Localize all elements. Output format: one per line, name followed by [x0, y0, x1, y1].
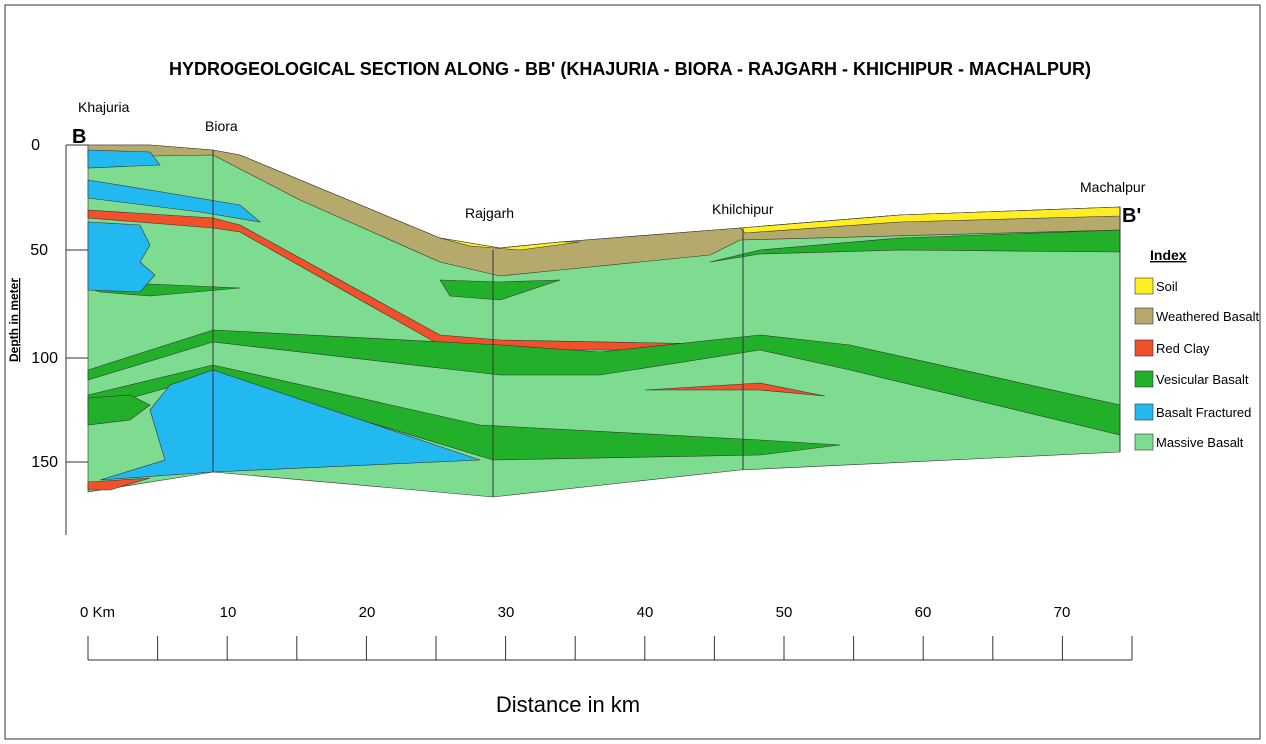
x-axis-label: Distance in km [496, 692, 640, 717]
y-tick-label: 50 [30, 242, 48, 259]
title: HYDROGEOLOGICAL SECTION ALONG - BB' (KHA… [169, 59, 1091, 79]
x-tick-label: 50 [776, 604, 793, 621]
legend-label: Weathered Basalt [1156, 309, 1259, 324]
x-tick-label: 20 [359, 604, 376, 621]
y-tick-label: 100 [31, 350, 58, 367]
x-tick-label: 30 [498, 604, 515, 621]
place-label: Khajuria [78, 99, 130, 115]
place-label: Khilchipur [712, 201, 774, 217]
section-marker: B' [1122, 205, 1141, 227]
legend-label: Vesicular Basalt [1156, 372, 1249, 387]
section-diagram: HYDROGEOLOGICAL SECTION ALONG - BB' (KHA… [0, 0, 1266, 744]
x-tick-label: 0 Km [80, 604, 115, 621]
legend-label: Red Clay [1156, 341, 1210, 356]
legend-label: Soil [1156, 279, 1178, 294]
legend-label: Massive Basalt [1156, 435, 1244, 450]
x-tick-label: 60 [915, 604, 932, 621]
x-tick-label: 10 [220, 604, 237, 621]
legend-label: Basalt Fractured [1156, 405, 1251, 420]
x-tick-label: 40 [637, 604, 654, 621]
y-tick-label: 150 [31, 454, 58, 471]
place-label: Machalpur [1080, 179, 1146, 195]
x-tick-label: 70 [1054, 604, 1071, 621]
legend-title: Index [1150, 247, 1187, 263]
y-tick-label: 0 [31, 137, 40, 154]
place-label: Biora [205, 118, 238, 134]
y-axis-label: Depth in meter [7, 278, 21, 362]
place-label: Rajgarh [465, 205, 514, 221]
